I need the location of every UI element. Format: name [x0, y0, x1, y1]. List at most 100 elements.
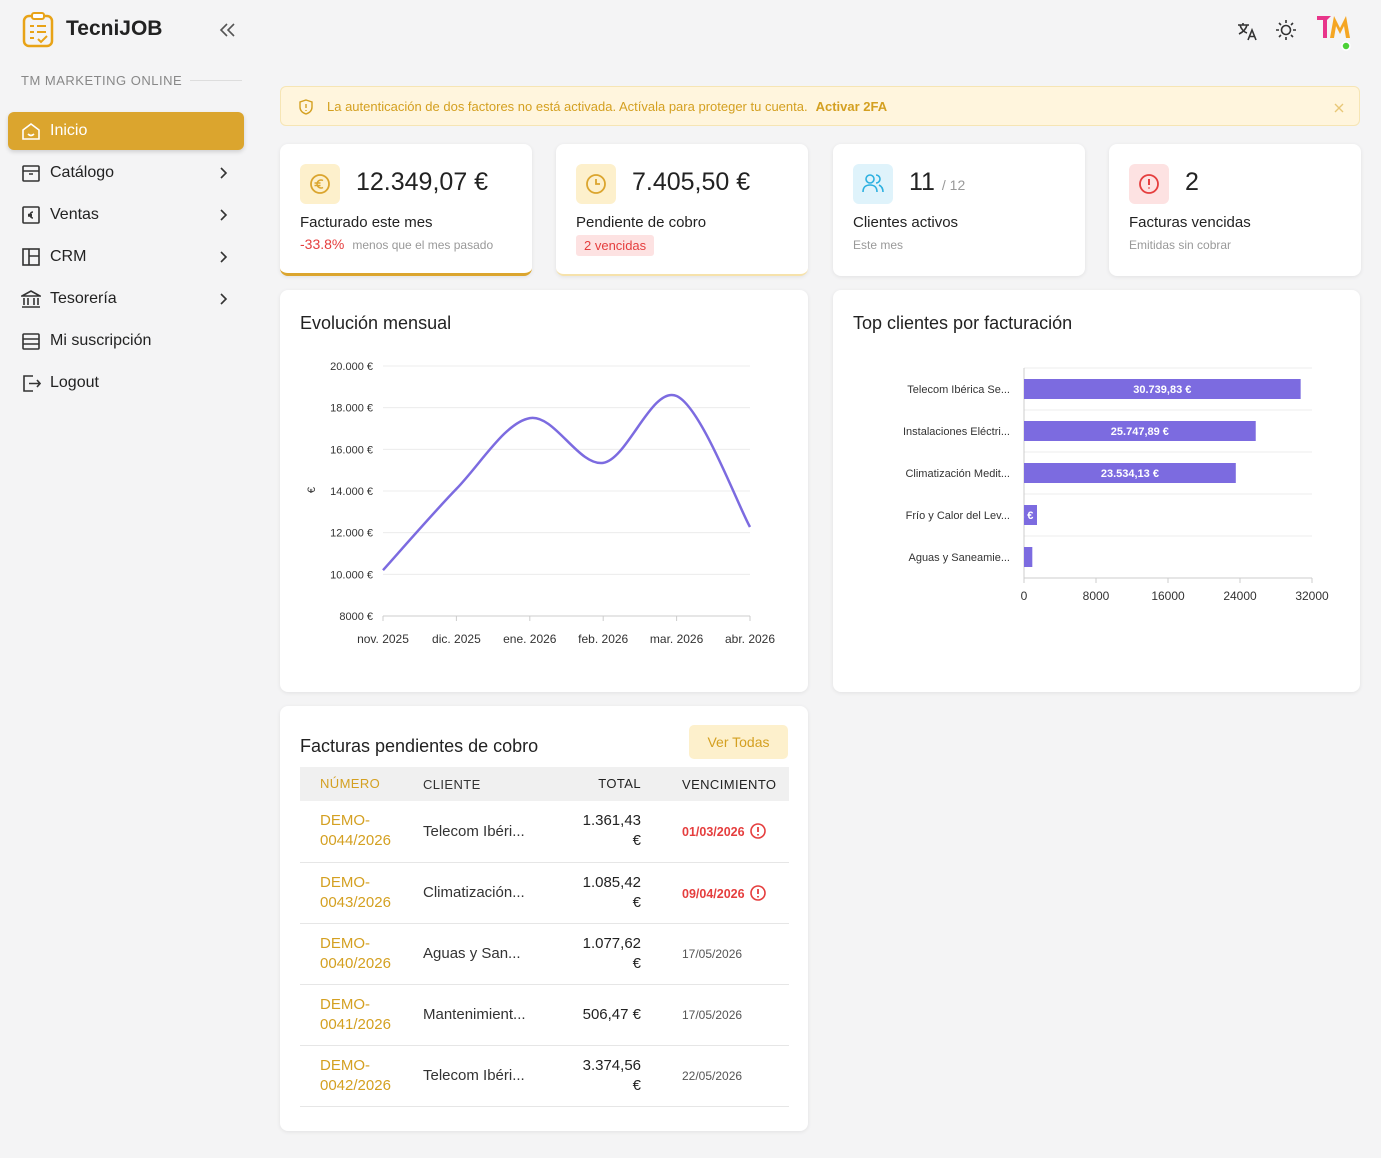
invoice-due-cell: 22/05/2026: [642, 1045, 789, 1107]
x-tick-label: abr. 2026: [725, 632, 775, 646]
x-tick-label: 16000: [1151, 589, 1185, 603]
clock-icon: [586, 174, 606, 194]
brand: TecniJOB: [66, 17, 163, 40]
y-tick-label: 14.000 €: [330, 486, 373, 498]
bar: [1024, 379, 1301, 399]
nav-item[interactable]: CRM: [8, 238, 244, 276]
nav-label: Inicio: [50, 122, 88, 139]
bar-chart-card: Top clientes por facturación 0 8000 16000 2…: [833, 290, 1360, 692]
stat-label: Pendiente de cobro: [576, 214, 707, 231]
invoice-due: 01/03/2026: [682, 825, 745, 840]
nav-label: Catálogo: [50, 164, 115, 181]
divider: [190, 80, 242, 81]
invoices-table: NÚMERO CLIENTE TOTAL VENCIMIENTO DEMO-0044/2…: [300, 767, 789, 1107]
bar-value-label: 1.444 €: [997, 510, 1034, 522]
stat-change: -33.8%: [300, 236, 345, 252]
stat-icon: [576, 164, 616, 204]
line-chart-card: Evolución mensual 8000 € 10.000 € 12.000 €…: [280, 290, 808, 692]
y-tick-label: Aguas y Saneamie...: [908, 552, 1010, 564]
stat-note: -33.8% menos que el mes pasado: [300, 236, 493, 252]
stat-value: 12.349,07 €: [356, 168, 489, 196]
stat-card: 11 / 12 Clientes activos Este mes: [833, 144, 1085, 276]
y-tick-label: Instalaciones Eléctri...: [903, 426, 1010, 438]
invoice-client: Telecom Ibéri...: [422, 801, 552, 863]
nav-item[interactable]: Inicio: [8, 112, 244, 150]
bar-value-label: 25.747,89 €: [1111, 426, 1169, 438]
invoices-card: Facturas pendientes de cobro Ver Todas N…: [280, 706, 808, 1131]
bar-value-label: 23.534,13 €: [1101, 468, 1159, 480]
logo-icon: [22, 12, 54, 48]
alert-icon: [1139, 174, 1159, 194]
stat-number: 11: [909, 168, 935, 196]
column-header: NÚMERO: [300, 767, 422, 801]
table-body: DEMO-0044/2026 Telecom Ibéri... 1.361,43 €…: [300, 801, 789, 1107]
stat-value: 7.405,50 €: [632, 168, 751, 196]
invoice-number[interactable]: DEMO-0043/2026: [300, 862, 422, 924]
nav-item[interactable]: Catálogo: [8, 154, 244, 192]
overdue-icon: [749, 884, 766, 901]
table-row: DEMO-0040/2026 Aguas y San... 1.077,62 € 17…: [300, 923, 789, 985]
line-series: [382, 393, 752, 572]
y-tick-label: 16.000 €: [330, 444, 373, 456]
invoice-due: 17/05/2026: [682, 1007, 743, 1022]
table-header: NÚMERO CLIENTE TOTAL VENCIMIENTO: [300, 767, 789, 801]
nav-item[interactable]: Mi suscripción: [8, 322, 244, 360]
nav-item[interactable]: Ventas: [8, 196, 244, 234]
nav-item[interactable]: Tesorería: [8, 280, 244, 318]
close-button[interactable]: [1334, 103, 1344, 113]
language-button[interactable]: [1236, 20, 1258, 42]
nav-label: Mi suscripción: [50, 332, 152, 349]
stat-card: 2 Facturas vencidas Emitidas sin cobrar: [1109, 144, 1361, 276]
user-avatar[interactable]: [1314, 12, 1354, 52]
bar: [1024, 505, 1037, 525]
invoice-number[interactable]: DEMO-0041/2026: [300, 984, 422, 1046]
nav-icon: [22, 165, 40, 182]
nav-label: Ventas: [50, 206, 99, 223]
nav-icon: [23, 375, 41, 392]
invoice-due-cell: 17/05/2026: [642, 923, 789, 985]
bar: [1024, 463, 1236, 483]
chevron: [220, 167, 228, 179]
chevron: [220, 209, 228, 221]
x-tick-label: 24000: [1223, 589, 1257, 603]
y-tick-label: 18.000 €: [330, 403, 373, 415]
invoice-number[interactable]: DEMO-0044/2026: [300, 801, 422, 863]
stat-total: / 12: [941, 177, 966, 193]
x-tick-label: nov. 2025: [357, 632, 409, 646]
stat-icon: [1129, 164, 1169, 204]
y-tick-label: Telecom Ibérica Se...: [907, 384, 1010, 396]
collapse-button[interactable]: [219, 22, 237, 38]
nav-label: CRM: [50, 248, 87, 265]
nav-item[interactable]: Logout: [8, 364, 244, 402]
stat-badge: 2 vencidas: [576, 235, 655, 256]
invoice-number[interactable]: DEMO-0042/2026: [300, 1045, 422, 1107]
alert-link[interactable]: Activar 2FA: [815, 98, 888, 114]
invoice-number[interactable]: DEMO-0040/2026: [300, 923, 422, 985]
invoice-due: 17/05/2026: [682, 946, 743, 961]
y-tick-label: 12.000 €: [330, 528, 373, 540]
nav-icon: [22, 248, 40, 266]
y-tick-label: 10.000 €: [330, 569, 373, 581]
stat-note-text: menos que el mes pasado: [352, 238, 494, 252]
view-all-button[interactable]: Ver Todas: [689, 725, 788, 759]
chevron: [220, 293, 228, 305]
nav-icon: [22, 333, 40, 350]
overdue-icon: [749, 823, 766, 840]
invoice-due: 22/05/2026: [682, 1068, 743, 1083]
shield-icon: [299, 99, 313, 115]
nav-icon: [21, 290, 41, 308]
nav-label: Tesorería: [50, 290, 117, 307]
invoice-due-cell: 17/05/2026: [642, 984, 789, 1046]
line-chart: 8000 € 10.000 € 12.000 € 14.000 € 16.000 € 18…: [306, 361, 775, 646]
invoice-client: Mantenimient...: [422, 984, 552, 1046]
nav-label: Logout: [50, 374, 99, 391]
theme-button[interactable]: [1275, 19, 1297, 41]
invoice-client: Climatización...: [422, 862, 552, 924]
bar: [1024, 547, 1033, 567]
column-header: TOTAL: [552, 767, 642, 801]
bar-value-label: 924 €: [997, 552, 1025, 564]
alert-2fa: La autenticación de dos factores no está…: [280, 86, 1360, 126]
invoice-total: 3.374,56 €: [552, 1045, 642, 1107]
